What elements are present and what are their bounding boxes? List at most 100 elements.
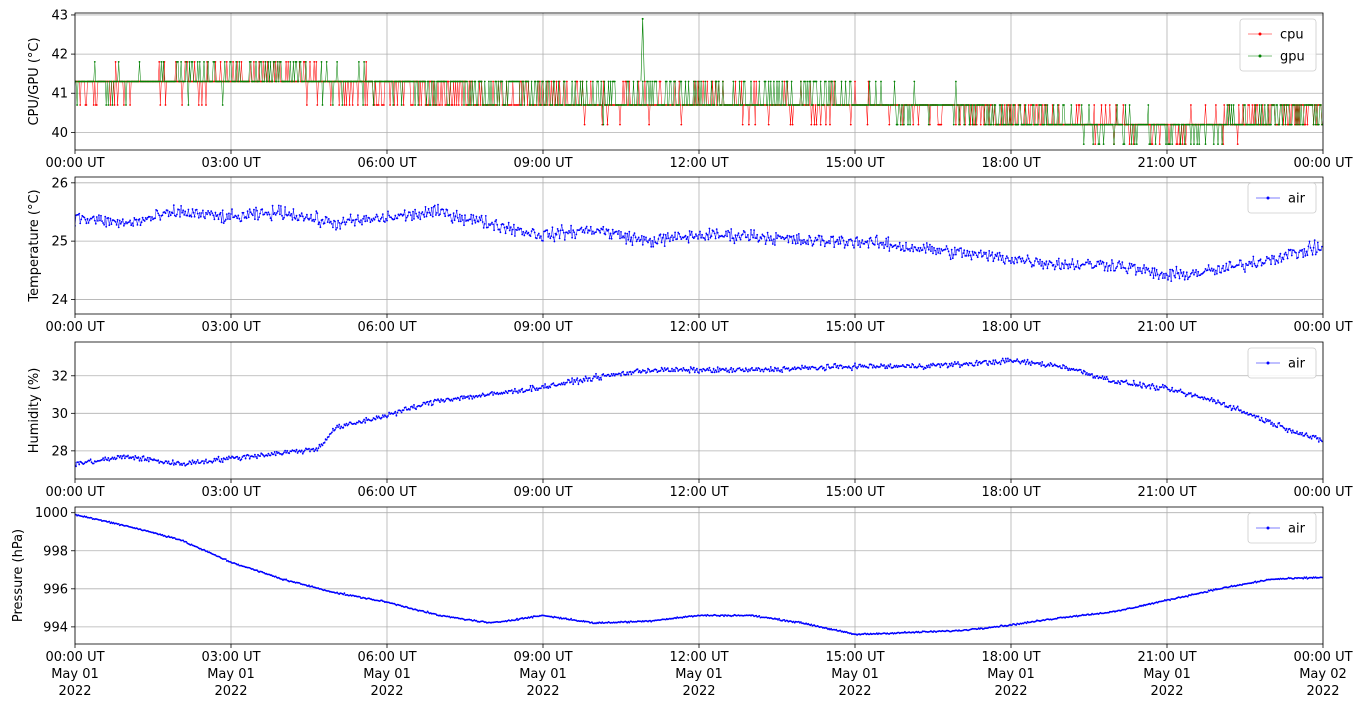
data-point bbox=[687, 80, 690, 83]
data-point bbox=[950, 362, 953, 365]
data-point bbox=[1125, 270, 1128, 273]
data-point bbox=[1152, 384, 1155, 387]
data-point bbox=[1093, 104, 1096, 106]
data-point bbox=[1158, 143, 1161, 146]
data-point bbox=[336, 61, 338, 63]
data-point bbox=[1017, 123, 1020, 126]
data-point bbox=[769, 80, 772, 83]
data-point bbox=[839, 242, 842, 245]
data-point bbox=[523, 234, 526, 237]
data-point bbox=[343, 104, 346, 106]
data-point bbox=[771, 243, 774, 245]
data-point bbox=[186, 214, 189, 217]
data-point bbox=[505, 80, 508, 83]
data-point bbox=[763, 368, 766, 371]
data-point bbox=[338, 423, 341, 426]
data-point bbox=[841, 237, 844, 239]
data-point bbox=[750, 229, 752, 231]
data-point bbox=[1195, 269, 1197, 271]
data-point bbox=[731, 371, 734, 373]
data-point bbox=[1319, 437, 1321, 439]
data-point bbox=[827, 104, 829, 106]
data-point bbox=[535, 237, 538, 240]
data-point bbox=[597, 228, 599, 231]
data-point bbox=[308, 447, 310, 450]
data-point bbox=[221, 461, 224, 463]
data-point bbox=[718, 367, 721, 370]
data-point bbox=[1064, 367, 1066, 370]
data-point bbox=[405, 216, 408, 219]
data-point bbox=[775, 367, 777, 370]
data-point bbox=[250, 213, 253, 215]
x-tick-label: 00:00 UT bbox=[1293, 485, 1352, 500]
data-point bbox=[1063, 364, 1065, 367]
data-point bbox=[309, 217, 311, 220]
legend-label-air: air bbox=[1288, 192, 1306, 207]
data-point bbox=[784, 104, 787, 106]
data-point bbox=[879, 104, 881, 106]
data-point bbox=[998, 361, 1001, 363]
data-point bbox=[195, 80, 198, 83]
data-point bbox=[1133, 143, 1136, 146]
data-point bbox=[499, 393, 502, 395]
data-point bbox=[211, 80, 214, 83]
data-point bbox=[686, 236, 689, 238]
data-point bbox=[570, 224, 572, 227]
data-point bbox=[1234, 265, 1237, 268]
data-point bbox=[85, 104, 88, 106]
data-point bbox=[673, 236, 675, 239]
data-point bbox=[906, 104, 908, 106]
data-point bbox=[532, 228, 535, 231]
data-point bbox=[1140, 270, 1142, 273]
data-point bbox=[800, 243, 802, 246]
data-point bbox=[1196, 143, 1199, 146]
data-point bbox=[345, 221, 348, 224]
data-point bbox=[731, 104, 734, 106]
data-point bbox=[416, 80, 419, 83]
data-point bbox=[220, 80, 223, 83]
data-point bbox=[1194, 271, 1196, 274]
data-point bbox=[254, 80, 256, 83]
data-point bbox=[701, 370, 703, 373]
data-point bbox=[339, 427, 342, 430]
data-point bbox=[463, 224, 465, 227]
data-point bbox=[703, 104, 706, 106]
data-point bbox=[1147, 267, 1150, 270]
data-point bbox=[433, 80, 436, 83]
data-point bbox=[235, 61, 238, 63]
data-point bbox=[1213, 400, 1216, 402]
data-point bbox=[574, 80, 577, 83]
data-point bbox=[206, 80, 209, 83]
data-point bbox=[1310, 437, 1313, 440]
data-point bbox=[1030, 360, 1033, 363]
data-point bbox=[1306, 254, 1309, 257]
data-point bbox=[1221, 143, 1223, 146]
data-point bbox=[483, 223, 486, 225]
data-point bbox=[1227, 269, 1230, 271]
data-point bbox=[164, 104, 167, 106]
data-point bbox=[1209, 269, 1212, 272]
data-point bbox=[647, 241, 649, 244]
data-point bbox=[267, 452, 270, 455]
data-point bbox=[1155, 385, 1158, 388]
data-point bbox=[619, 237, 621, 240]
data-point bbox=[579, 378, 582, 381]
data-point bbox=[482, 393, 485, 396]
data-point bbox=[619, 123, 621, 126]
data-point bbox=[189, 80, 192, 83]
data-point bbox=[475, 394, 478, 397]
data-point bbox=[1042, 267, 1045, 270]
data-point bbox=[645, 236, 647, 239]
data-point bbox=[473, 396, 476, 399]
data-point bbox=[696, 367, 698, 370]
data-point bbox=[288, 80, 291, 83]
data-point bbox=[110, 80, 113, 83]
data-point bbox=[437, 398, 439, 401]
data-point bbox=[289, 214, 292, 217]
data-point bbox=[929, 243, 931, 246]
data-point bbox=[732, 80, 735, 83]
data-point bbox=[901, 364, 904, 366]
data-point bbox=[550, 235, 553, 238]
data-point bbox=[1061, 367, 1063, 370]
data-point bbox=[843, 104, 846, 106]
